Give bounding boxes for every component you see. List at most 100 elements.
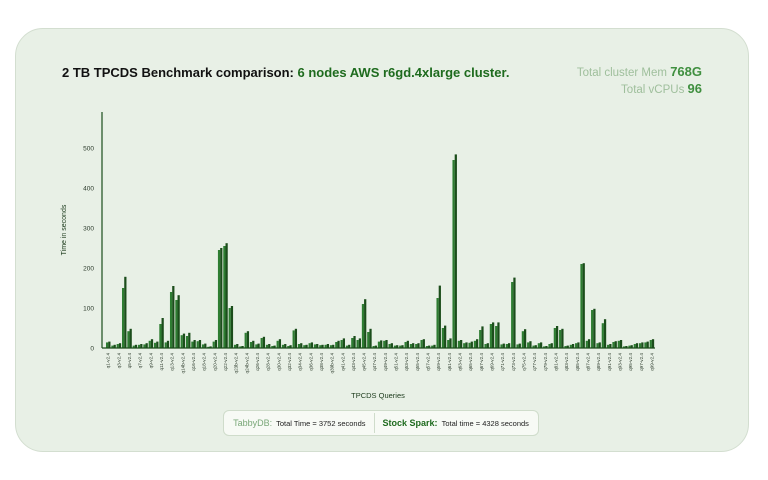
bar-tabbydb xyxy=(212,341,215,348)
x-tick-label: q34-v2.4 xyxy=(298,353,303,371)
bar-stock-spark xyxy=(150,339,154,348)
x-tick-label: q97-v2.4 xyxy=(639,353,644,371)
x-tick-label: q83-v2.4 xyxy=(564,353,569,371)
bar-tabbydb xyxy=(425,346,429,348)
x-tick-label: q61-v2.4 xyxy=(447,353,452,371)
bar-tabbydb xyxy=(511,282,514,348)
bar-tabbydb xyxy=(297,344,301,348)
x-tick-label: q87-v2.4 xyxy=(585,353,590,371)
y-tick-label: 200 xyxy=(83,266,94,273)
bar-tabbydb xyxy=(447,340,450,348)
bar-stock-spark xyxy=(561,328,564,348)
bar-tabbydb xyxy=(116,344,119,348)
bar-tabbydb xyxy=(388,344,391,348)
bar-tabbydb xyxy=(249,342,253,348)
bar-tabbydb xyxy=(132,345,135,348)
bar-tabbydb xyxy=(233,344,237,348)
x-tick-label: q91-v2.4 xyxy=(607,353,612,371)
x-tick-label: q24b-v2.4 xyxy=(244,353,249,374)
bar-stock-spark xyxy=(172,286,175,348)
bar-tabbydb xyxy=(623,346,626,348)
bar-stock-spark xyxy=(625,346,628,348)
bar-tabbydb xyxy=(532,345,535,348)
bar-tabbydb xyxy=(409,344,413,348)
bar-tabbydb xyxy=(564,346,567,348)
bar-tabbydb xyxy=(191,341,194,348)
x-tick-label: q49-v2.4 xyxy=(383,353,388,371)
bar-tabbydb xyxy=(106,342,109,348)
bar-stock-spark xyxy=(300,343,303,348)
bar-stock-spark xyxy=(193,340,196,348)
x-tick-label: q65-v2.4 xyxy=(468,353,473,371)
bar-stock-spark xyxy=(353,336,356,348)
bar-tabbydb xyxy=(335,342,338,348)
bar-tabbydb xyxy=(260,338,263,348)
bar-stock-spark xyxy=(220,248,223,348)
bar-tabbydb xyxy=(383,340,386,348)
bar-tabbydb xyxy=(489,324,493,348)
bar-stock-spark xyxy=(230,306,234,348)
y-tick-label: 400 xyxy=(83,186,94,193)
bar-stock-spark xyxy=(273,345,276,348)
x-tick-label: q22-v2.4 xyxy=(223,353,228,371)
bar-stock-spark xyxy=(497,322,500,348)
bar-tabbydb xyxy=(271,346,274,348)
x-tick-label: q53-v2.4 xyxy=(404,353,409,371)
bar-tabbydb xyxy=(111,345,114,348)
bar-stock-spark xyxy=(177,295,180,348)
x-tick-label: q11-v2.4 xyxy=(159,353,164,371)
bar-stock-spark xyxy=(523,329,527,348)
bar-tabbydb xyxy=(239,346,242,348)
bar-stock-spark xyxy=(396,345,399,348)
bar-stock-spark xyxy=(268,344,271,348)
bar-tabbydb xyxy=(452,160,455,348)
bar-stock-spark xyxy=(417,343,420,348)
bar-stock-spark xyxy=(156,341,159,348)
x-tick-label: q32-v2.4 xyxy=(287,353,292,371)
bar-tabbydb xyxy=(415,344,418,348)
bar-tabbydb xyxy=(313,344,317,348)
x-tick-label: q7-v2.4 xyxy=(138,353,143,369)
bar-stock-spark xyxy=(113,344,116,348)
legend-item-spark: Stock Spark: Total time = 4328 seconds xyxy=(383,418,529,428)
bar-tabbydb xyxy=(367,332,370,348)
bar-tabbydb xyxy=(617,340,620,348)
bar-stock-spark xyxy=(262,336,266,348)
bar-tabbydb xyxy=(639,343,642,348)
x-tick-label: q3-v2.4 xyxy=(116,353,121,369)
bar-stock-spark xyxy=(241,346,244,348)
bar-tabbydb xyxy=(143,344,146,348)
bar-tabbydb xyxy=(164,342,167,348)
x-tick-label: q81-v2.4 xyxy=(553,353,558,371)
bar-tabbydb xyxy=(244,332,247,348)
bar-stock-spark xyxy=(236,344,239,348)
x-tick-label: q20-v2.4 xyxy=(212,353,217,371)
x-tick-label: q38-v2.4 xyxy=(319,353,324,371)
bar-stock-spark xyxy=(380,340,383,348)
bar-stock-spark xyxy=(534,345,537,348)
bar-stock-spark xyxy=(545,346,548,348)
bar-tabbydb xyxy=(276,340,279,348)
bar-stock-spark xyxy=(358,338,361,348)
bar-stock-spark xyxy=(582,263,585,348)
x-tick-label: q75-v2.4 xyxy=(521,353,526,371)
bar-stock-spark xyxy=(577,342,580,348)
x-tick-label: q26-v2.4 xyxy=(255,353,260,371)
bar-stock-spark xyxy=(619,340,623,348)
x-tick-label: q45-v2.4 xyxy=(362,353,367,371)
bar-stock-spark xyxy=(145,343,148,348)
bar-tabbydb xyxy=(372,346,375,348)
bar-tabbydb xyxy=(569,344,572,348)
bar-stock-spark xyxy=(641,342,644,348)
bar-tabbydb xyxy=(575,343,578,348)
bar-stock-spark xyxy=(225,243,228,348)
vcpu-value: 96 xyxy=(687,81,702,96)
bar-stock-spark xyxy=(124,276,127,348)
bar-tabbydb xyxy=(516,344,519,348)
bar-stock-spark xyxy=(161,318,164,348)
x-tick-label: q16-v2.4 xyxy=(191,353,196,371)
bar-stock-spark xyxy=(140,344,143,348)
x-tick-label: q41-v2.4 xyxy=(340,353,345,371)
mem-value: 768G xyxy=(670,64,702,79)
bar-tabbydb xyxy=(127,331,130,348)
